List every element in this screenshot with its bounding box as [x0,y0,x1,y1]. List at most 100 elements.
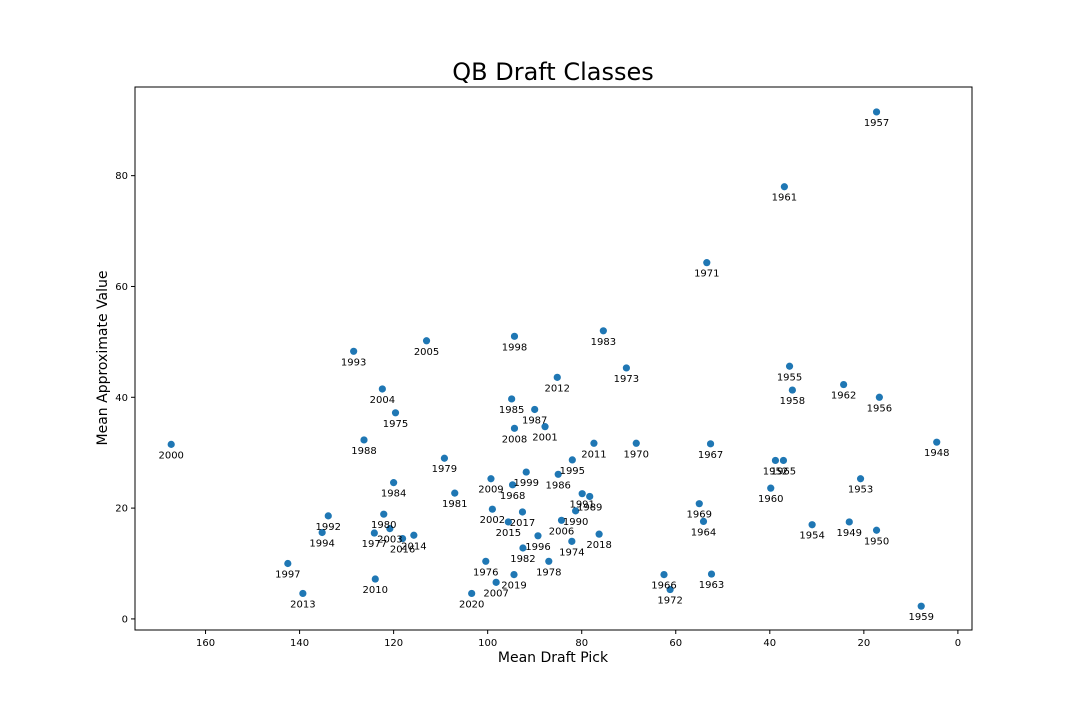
point-label: 2015 [496,528,521,539]
point-label: 1997 [275,570,300,581]
data-point [599,327,607,335]
point-label: 1991 [569,500,594,511]
point-label: 1971 [694,269,719,280]
point-label: 2012 [545,383,570,394]
data-point [488,505,496,513]
point-label: 1996 [525,542,550,553]
point-label: 1968 [500,491,525,502]
point-label: 1950 [864,536,889,547]
data-point [586,492,594,501]
point-label: 1989 [577,502,602,513]
y-tick-label: 20 [115,504,128,515]
point-label: 2014 [401,541,426,552]
data-point [568,456,576,464]
point-label: 2003 [377,535,402,546]
point-label: 2016 [390,545,415,556]
data-point [360,436,368,444]
data-point [390,479,398,487]
point-label: 1988 [351,446,376,457]
data-point [451,489,459,497]
data-point [487,475,495,483]
data-point [780,183,788,191]
point-label: 2018 [586,540,611,551]
data-point [492,578,500,586]
point-label: 1995 [560,466,585,477]
data-point [695,500,703,508]
data-point [872,526,881,534]
data-point [845,518,853,526]
point-label: 2013 [290,599,315,610]
data-point [522,468,530,476]
data-point [703,259,711,267]
data-point [595,530,603,538]
chart-title: QB Draft Classes [452,58,654,86]
data-point [771,456,780,465]
data-point [410,531,418,539]
point-label: 1990 [563,517,588,528]
data-point [378,385,386,393]
point-label: 1961 [772,193,797,204]
data-point [590,439,598,447]
point-label: 1967 [698,450,723,461]
point-label: 1982 [510,554,535,565]
y-axis-label: Mean Approximate Value [95,271,111,446]
data-point [299,589,307,598]
data-point [510,570,518,579]
point-label: 2005 [414,347,439,358]
data-point [510,424,519,432]
data-point [398,534,407,543]
point-label: 1966 [651,581,676,592]
point-label: 1949 [837,528,862,539]
point-label: 1998 [502,342,527,353]
data-point [554,470,562,478]
data-point [541,423,549,431]
point-label: 1975 [383,419,408,430]
data-point [510,332,519,340]
x-tick-label: 40 [763,638,776,649]
point-label: 1987 [522,415,547,426]
data-point [508,395,516,403]
data-point [699,517,708,526]
data-point [380,510,388,518]
data-point [519,544,527,552]
data-points [167,108,941,610]
point-label: 1993 [341,357,366,368]
data-point [284,559,292,568]
data-point [578,490,586,498]
data-point [504,518,512,526]
data-point [370,529,378,537]
data-point [660,570,668,579]
point-label: 1974 [559,547,584,558]
data-point [324,512,332,520]
point-label: 1958 [780,396,805,407]
data-point [856,475,865,483]
data-point [350,347,358,355]
x-tick-label: 80 [575,638,588,649]
x-tick-label: 100 [478,638,497,649]
data-point [622,364,630,372]
point-label: 2009 [478,485,503,496]
data-point [440,454,449,462]
point-label: 1981 [442,499,467,510]
point-label: 2010 [363,585,388,596]
point-label: 1986 [545,480,570,491]
point-label: 2002 [480,515,505,526]
data-point [933,438,941,446]
y-tick-label: 40 [115,393,128,404]
point-label: 2020 [459,599,484,610]
data-point [788,386,796,394]
point-label: 1983 [591,337,616,348]
data-point [518,508,527,516]
point-label: 2004 [370,395,395,406]
data-point [840,380,848,389]
point-labels: 1957 1961 1971 1983 1998 2005 1993 1973 1955 2012… [158,118,949,623]
plot-frame [134,86,973,631]
point-label: 1985 [499,405,524,416]
data-point [318,528,326,537]
x-tick-label: 160 [196,638,215,649]
data-point [531,405,539,414]
point-label: 1956 [867,403,892,414]
point-label: 1957 [864,118,889,129]
point-label: 1952 [763,466,788,477]
